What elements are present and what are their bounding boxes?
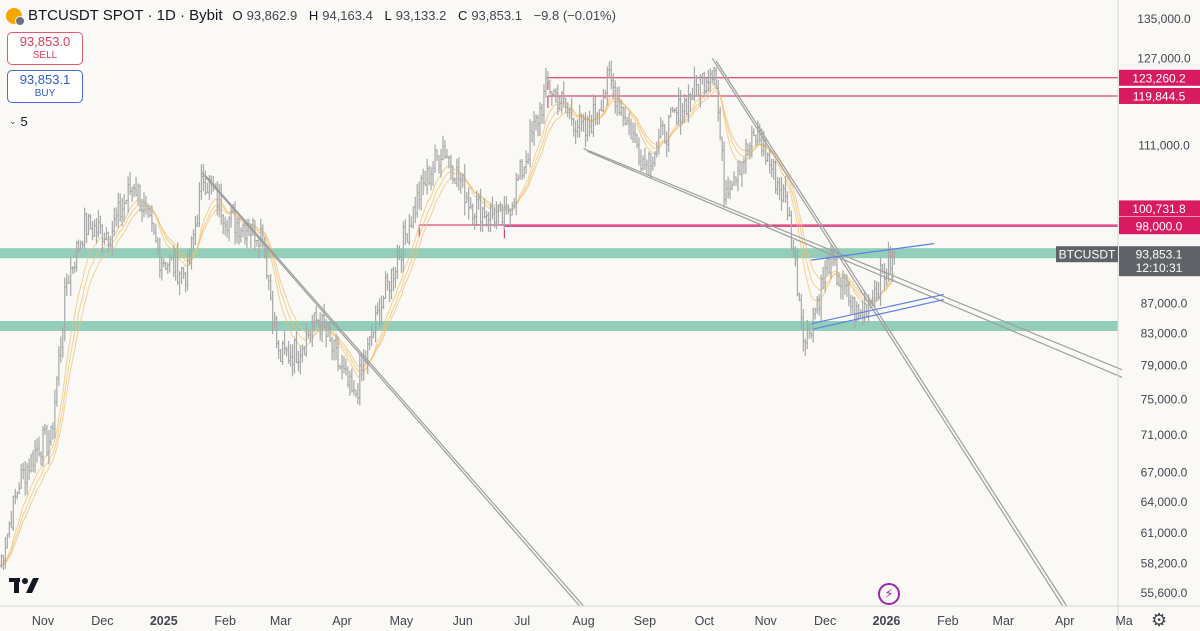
lightning-icon[interactable]: ⚡ bbox=[878, 583, 900, 605]
low-key: L bbox=[384, 8, 392, 23]
x-tick-label: Oct bbox=[695, 614, 715, 628]
level-price-label: 119,844.5 bbox=[1133, 89, 1186, 103]
open-value: 93,862.9 bbox=[246, 8, 298, 23]
chart-legend[interactable]: BTCUSDT SPOT · 1D · Bybit O 93,862.9 H 94,… bbox=[6, 7, 620, 26]
buy-label: BUY bbox=[34, 88, 56, 99]
logo-dot bbox=[22, 578, 28, 584]
y-tick-label: 83,000.0 bbox=[1141, 327, 1188, 341]
trendline bbox=[204, 175, 584, 607]
symbol-title[interactable]: BTCUSDT SPOT · 1D · Bybit bbox=[28, 7, 223, 24]
bybit-coin-icon bbox=[6, 7, 25, 26]
x-tick-label: Dec bbox=[91, 614, 113, 628]
symbol-tag bbox=[1056, 246, 1118, 263]
channel-line bbox=[811, 243, 935, 261]
change-value: −9.8 (−0.01%) bbox=[533, 8, 616, 23]
trendline bbox=[587, 150, 1123, 378]
logo-slash bbox=[26, 578, 39, 593]
level-price-label: 123,260.2 bbox=[1132, 71, 1186, 85]
level-price-label: 100,731.8 bbox=[1132, 202, 1186, 216]
level-price-tag bbox=[1119, 218, 1200, 235]
x-tick-label: Nov bbox=[755, 614, 778, 628]
open-key: O bbox=[232, 8, 243, 23]
y-tick-label: 64,000.0 bbox=[1141, 495, 1188, 509]
indicators-collapse-button[interactable]: ⌄ 5 bbox=[6, 111, 38, 131]
sell-label: SELL bbox=[32, 50, 58, 61]
trendline bbox=[200, 171, 581, 607]
level-price-tag bbox=[1119, 69, 1200, 86]
y-tick-label: 111,000.0 bbox=[1138, 139, 1190, 153]
x-tick-label: Sep bbox=[634, 614, 656, 628]
y-tick-label: 55,600.0 bbox=[1141, 586, 1188, 600]
countdown-label: 12:10:31 bbox=[1136, 261, 1183, 275]
low-value: 93,133.2 bbox=[395, 8, 447, 23]
trendline bbox=[715, 60, 1068, 607]
x-tick-label: Feb bbox=[937, 614, 959, 628]
x-tick-label: Mar bbox=[270, 614, 292, 628]
level-price-tag bbox=[1119, 87, 1200, 104]
channel-line bbox=[813, 298, 945, 330]
x-tick-label: May bbox=[390, 614, 414, 628]
current-price-label: 93,853.1 bbox=[1136, 248, 1183, 262]
x-tick-label: Aug bbox=[572, 614, 594, 628]
sell-button[interactable]: 93,853.0 SELL bbox=[7, 32, 83, 65]
gear-icon[interactable]: ⚙ bbox=[1151, 610, 1168, 630]
ema-line bbox=[0, 87, 895, 567]
x-tick-label: Dec bbox=[814, 614, 836, 628]
trendline bbox=[711, 58, 1064, 607]
buy-button[interactable]: 93,853.1 BUY bbox=[7, 70, 83, 103]
y-tick-label: 67,000.0 bbox=[1141, 465, 1188, 479]
x-tick-label: Nov bbox=[32, 614, 55, 628]
y-tick-label: 58,200.0 bbox=[1141, 556, 1188, 570]
x-tick-label: Jul bbox=[514, 614, 530, 628]
logo-stem bbox=[14, 578, 19, 593]
high-key: H bbox=[308, 8, 319, 23]
close-key: C bbox=[457, 8, 468, 23]
high-value: 94,163.4 bbox=[322, 8, 373, 23]
x-tick-label: Apr bbox=[332, 614, 351, 628]
x-tick-label: Ma bbox=[1115, 614, 1132, 628]
tradingview-logo-icon[interactable] bbox=[9, 576, 41, 594]
y-tick-label: 87,000.0 bbox=[1141, 296, 1188, 310]
y-tick-label: 61,000.0 bbox=[1141, 526, 1188, 540]
level-price-tag bbox=[1119, 200, 1200, 217]
y-tick-label: 75,000.0 bbox=[1141, 392, 1188, 406]
x-tick-label: Mar bbox=[993, 614, 1015, 628]
ema-line bbox=[0, 90, 895, 567]
level-price-label: 98,000.0 bbox=[1136, 220, 1183, 234]
x-tick-label: Jun bbox=[453, 614, 473, 628]
indicators-count: 5 bbox=[20, 113, 28, 129]
x-tick-label: 2026 bbox=[873, 614, 901, 628]
ema-line bbox=[0, 83, 895, 567]
symbol-tag-label: BTCUSDT bbox=[1059, 248, 1116, 262]
channel-line bbox=[811, 293, 945, 325]
y-tick-label: 79,000.0 bbox=[1141, 359, 1188, 373]
support-zone bbox=[0, 320, 1118, 331]
buy-price: 93,853.1 bbox=[19, 72, 71, 87]
y-tick-label: 127,000.0 bbox=[1137, 51, 1191, 65]
y-tick-label: 135,000.0 bbox=[1137, 12, 1191, 26]
current-price-tag bbox=[1119, 246, 1200, 277]
x-tick-label: Feb bbox=[214, 614, 236, 628]
chevron-down-icon: ⌄ bbox=[9, 115, 17, 126]
trendline bbox=[583, 147, 1123, 371]
y-tick-label: 71,000.0 bbox=[1141, 428, 1188, 442]
support-zone bbox=[0, 248, 1118, 259]
x-tick-label: Apr bbox=[1055, 614, 1074, 628]
close-value: 93,853.1 bbox=[471, 8, 522, 23]
x-tick-label: 2025 bbox=[150, 614, 178, 628]
ohlc-values: O 93,862.9 H 94,163.4 L 93,133.2 C 93,853.1 … bbox=[232, 8, 619, 23]
sell-price: 93,853.0 bbox=[19, 34, 71, 49]
